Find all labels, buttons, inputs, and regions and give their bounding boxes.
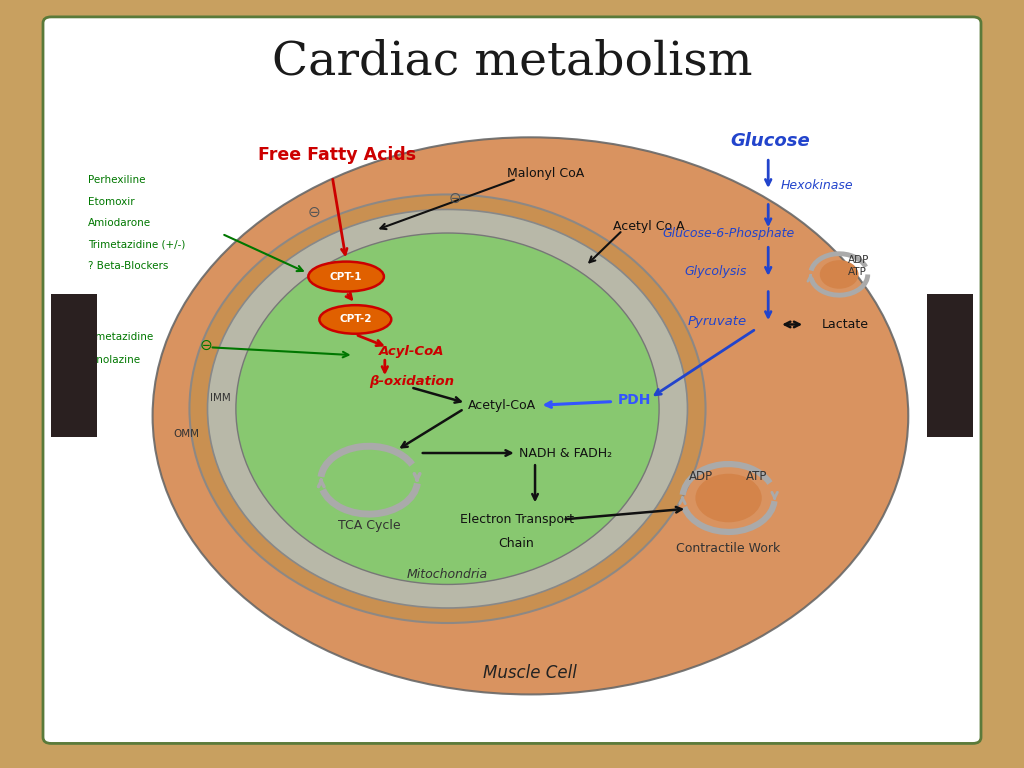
Text: CPT-1: CPT-1	[330, 272, 362, 282]
Text: Muscle Cell: Muscle Cell	[483, 664, 578, 681]
Text: Mitochondria: Mitochondria	[407, 568, 488, 581]
Text: ⊖: ⊖	[307, 205, 321, 220]
Text: ⊖: ⊖	[200, 338, 212, 353]
Ellipse shape	[189, 194, 706, 623]
Ellipse shape	[153, 137, 908, 694]
Text: IMM: IMM	[210, 393, 230, 403]
Text: Glycolysis: Glycolysis	[685, 265, 748, 278]
Text: Trimetazidine (+/-): Trimetazidine (+/-)	[88, 240, 185, 250]
Text: Ranolazine: Ranolazine	[84, 355, 140, 365]
Text: Glucose: Glucose	[730, 132, 810, 150]
Ellipse shape	[319, 305, 391, 334]
Ellipse shape	[236, 233, 659, 584]
Text: NADH & FADH₂: NADH & FADH₂	[519, 447, 612, 460]
Ellipse shape	[695, 474, 762, 522]
Ellipse shape	[335, 456, 403, 505]
Text: ADP: ADP	[849, 255, 869, 265]
Text: Malonyl CoA: Malonyl CoA	[508, 167, 585, 180]
Text: ATP: ATP	[745, 470, 767, 483]
Text: ? Beta-Blockers: ? Beta-Blockers	[88, 261, 168, 271]
Text: Perhexiline: Perhexiline	[88, 175, 145, 185]
Ellipse shape	[208, 210, 687, 608]
Text: CPT-2: CPT-2	[339, 314, 372, 324]
Text: Pyruvate: Pyruvate	[688, 315, 748, 328]
Text: ADP: ADP	[689, 470, 713, 483]
Text: Acetyl Co A: Acetyl Co A	[613, 220, 685, 233]
Text: ⊖: ⊖	[449, 190, 461, 206]
Text: Contractile Work: Contractile Work	[677, 542, 780, 555]
Text: OMM: OMM	[174, 429, 200, 439]
Text: Glucose-6-Phosphate: Glucose-6-Phosphate	[663, 227, 795, 240]
Text: Acetyl-CoA: Acetyl-CoA	[468, 399, 536, 412]
Text: Amiodarone: Amiodarone	[88, 218, 152, 228]
Ellipse shape	[308, 262, 384, 292]
Bar	[927, 294, 978, 437]
Text: Lactate: Lactate	[822, 318, 869, 331]
Text: β-oxidation: β-oxidation	[370, 375, 455, 388]
Text: ATP: ATP	[849, 266, 867, 276]
Text: Trimetazidine: Trimetazidine	[84, 333, 154, 343]
Text: TCA Cycle: TCA Cycle	[338, 519, 400, 532]
Text: PDH: PDH	[618, 393, 651, 407]
Text: Hexokinase: Hexokinase	[781, 180, 854, 193]
Text: Etomoxir: Etomoxir	[88, 197, 135, 207]
Text: Electron Transport: Electron Transport	[460, 513, 573, 526]
Text: Cardiac metabolism: Cardiac metabolism	[271, 40, 753, 85]
Bar	[47, 294, 97, 437]
Ellipse shape	[820, 260, 858, 289]
Text: Free Fatty Acids: Free Fatty Acids	[258, 146, 416, 164]
Text: Acyl-CoA: Acyl-CoA	[379, 345, 443, 358]
Text: Chain: Chain	[499, 537, 535, 550]
